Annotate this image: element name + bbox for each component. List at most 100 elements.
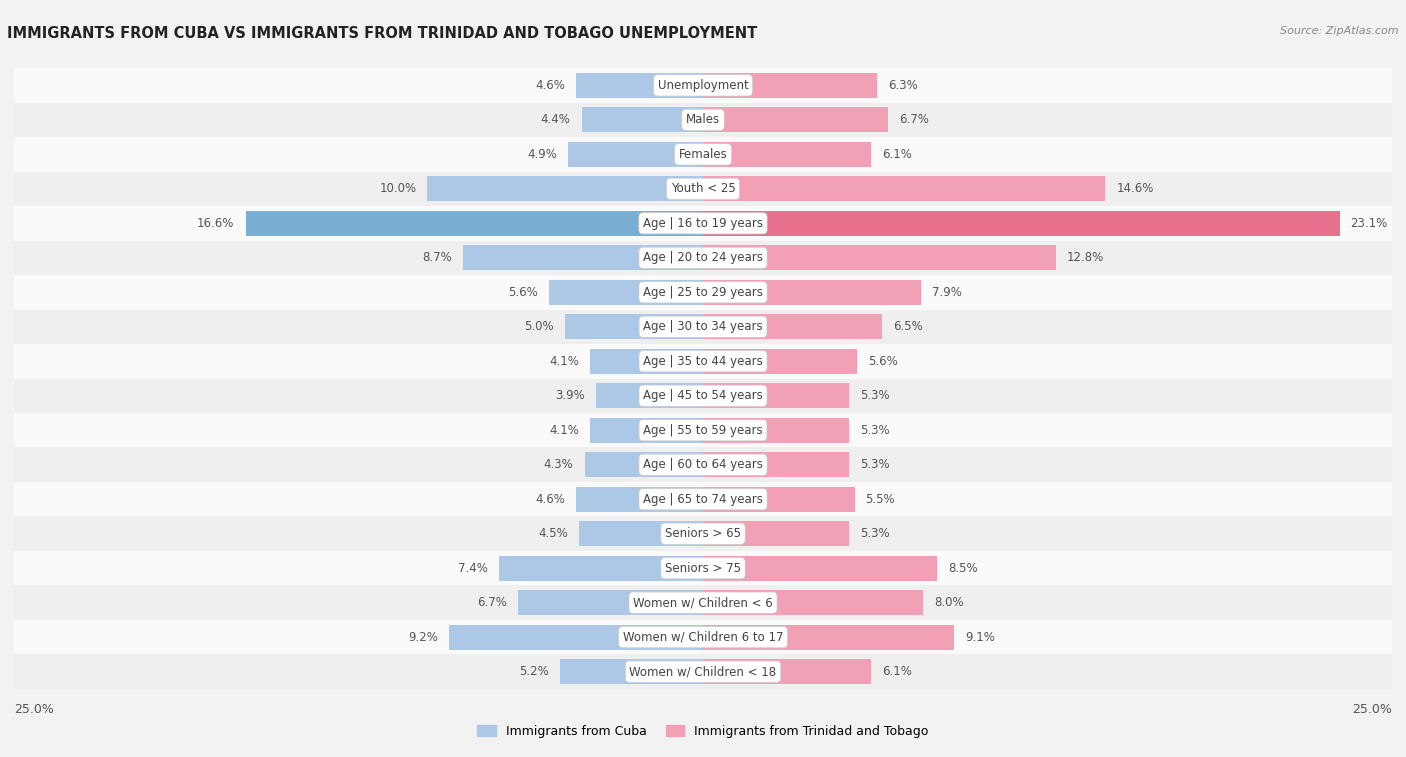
Bar: [703, 211, 1340, 235]
Text: Age | 20 to 24 years: Age | 20 to 24 years: [643, 251, 763, 264]
Bar: [703, 522, 849, 546]
Text: 4.5%: 4.5%: [538, 527, 568, 540]
Text: 9.2%: 9.2%: [409, 631, 439, 643]
Text: 25.0%: 25.0%: [1353, 702, 1392, 715]
Text: Unemployment: Unemployment: [658, 79, 748, 92]
Text: Age | 55 to 59 years: Age | 55 to 59 years: [643, 424, 763, 437]
Text: 3.9%: 3.9%: [555, 389, 585, 402]
Text: 4.1%: 4.1%: [550, 355, 579, 368]
Text: Source: ZipAtlas.com: Source: ZipAtlas.com: [1281, 26, 1399, 36]
Bar: [427, 176, 703, 201]
Bar: [568, 142, 703, 167]
Text: 4.6%: 4.6%: [536, 79, 565, 92]
Text: 10.0%: 10.0%: [380, 182, 416, 195]
Text: Males: Males: [686, 114, 720, 126]
Text: 4.6%: 4.6%: [536, 493, 565, 506]
Text: 4.1%: 4.1%: [550, 424, 579, 437]
Text: 5.3%: 5.3%: [860, 527, 890, 540]
Bar: [596, 383, 703, 408]
Bar: [519, 590, 703, 615]
Bar: [703, 349, 858, 374]
Text: 25.0%: 25.0%: [14, 702, 53, 715]
Text: Age | 35 to 44 years: Age | 35 to 44 years: [643, 355, 763, 368]
Text: 8.0%: 8.0%: [935, 597, 965, 609]
Text: 14.6%: 14.6%: [1116, 182, 1154, 195]
Bar: [591, 349, 703, 374]
Bar: [14, 103, 1392, 137]
Bar: [246, 211, 703, 235]
Bar: [703, 383, 849, 408]
Text: Age | 30 to 34 years: Age | 30 to 34 years: [643, 320, 763, 333]
Text: Seniors > 75: Seniors > 75: [665, 562, 741, 575]
Text: 6.1%: 6.1%: [882, 148, 912, 160]
Bar: [585, 452, 703, 477]
Bar: [703, 659, 872, 684]
Bar: [463, 245, 703, 270]
Bar: [703, 625, 953, 650]
Bar: [499, 556, 703, 581]
Bar: [450, 625, 703, 650]
Bar: [703, 418, 849, 443]
Bar: [14, 551, 1392, 585]
Text: Females: Females: [679, 148, 727, 160]
Text: IMMIGRANTS FROM CUBA VS IMMIGRANTS FROM TRINIDAD AND TOBAGO UNEMPLOYMENT: IMMIGRANTS FROM CUBA VS IMMIGRANTS FROM …: [7, 26, 758, 42]
Bar: [14, 447, 1392, 482]
Bar: [14, 482, 1392, 516]
Bar: [14, 620, 1392, 654]
Bar: [703, 452, 849, 477]
Text: Age | 25 to 29 years: Age | 25 to 29 years: [643, 286, 763, 299]
Text: Seniors > 65: Seniors > 65: [665, 527, 741, 540]
Bar: [14, 344, 1392, 378]
Bar: [14, 68, 1392, 103]
Bar: [14, 516, 1392, 551]
Bar: [576, 487, 703, 512]
Text: 9.1%: 9.1%: [965, 631, 994, 643]
Text: 6.7%: 6.7%: [898, 114, 928, 126]
Bar: [548, 280, 703, 305]
Text: 5.6%: 5.6%: [869, 355, 898, 368]
Bar: [591, 418, 703, 443]
Bar: [14, 654, 1392, 689]
Bar: [14, 275, 1392, 310]
Text: 23.1%: 23.1%: [1351, 217, 1388, 230]
Text: 7.4%: 7.4%: [458, 562, 488, 575]
Bar: [703, 73, 876, 98]
Text: 5.3%: 5.3%: [860, 458, 890, 471]
Text: 4.3%: 4.3%: [544, 458, 574, 471]
Text: 12.8%: 12.8%: [1067, 251, 1104, 264]
Bar: [576, 73, 703, 98]
Text: 6.7%: 6.7%: [478, 597, 508, 609]
Bar: [703, 280, 921, 305]
Text: 4.4%: 4.4%: [541, 114, 571, 126]
Bar: [703, 176, 1105, 201]
Text: Women w/ Children 6 to 17: Women w/ Children 6 to 17: [623, 631, 783, 643]
Text: Youth < 25: Youth < 25: [671, 182, 735, 195]
Text: 6.3%: 6.3%: [887, 79, 917, 92]
Bar: [14, 137, 1392, 172]
Bar: [14, 585, 1392, 620]
Text: 16.6%: 16.6%: [197, 217, 235, 230]
Bar: [560, 659, 703, 684]
Text: Women w/ Children < 6: Women w/ Children < 6: [633, 597, 773, 609]
Text: 4.9%: 4.9%: [527, 148, 557, 160]
Bar: [565, 314, 703, 339]
Bar: [703, 142, 872, 167]
Bar: [703, 107, 887, 132]
Bar: [703, 590, 924, 615]
Text: 7.9%: 7.9%: [932, 286, 962, 299]
Bar: [703, 314, 882, 339]
Text: 5.2%: 5.2%: [519, 665, 548, 678]
Text: Age | 16 to 19 years: Age | 16 to 19 years: [643, 217, 763, 230]
Bar: [14, 310, 1392, 344]
Text: Age | 60 to 64 years: Age | 60 to 64 years: [643, 458, 763, 471]
Bar: [14, 172, 1392, 206]
Legend: Immigrants from Cuba, Immigrants from Trinidad and Tobago: Immigrants from Cuba, Immigrants from Tr…: [472, 720, 934, 743]
Text: 8.5%: 8.5%: [948, 562, 979, 575]
Bar: [579, 522, 703, 546]
Bar: [582, 107, 703, 132]
Bar: [703, 556, 938, 581]
Text: 5.3%: 5.3%: [860, 389, 890, 402]
Text: 5.6%: 5.6%: [508, 286, 537, 299]
Text: Age | 65 to 74 years: Age | 65 to 74 years: [643, 493, 763, 506]
Bar: [14, 413, 1392, 447]
